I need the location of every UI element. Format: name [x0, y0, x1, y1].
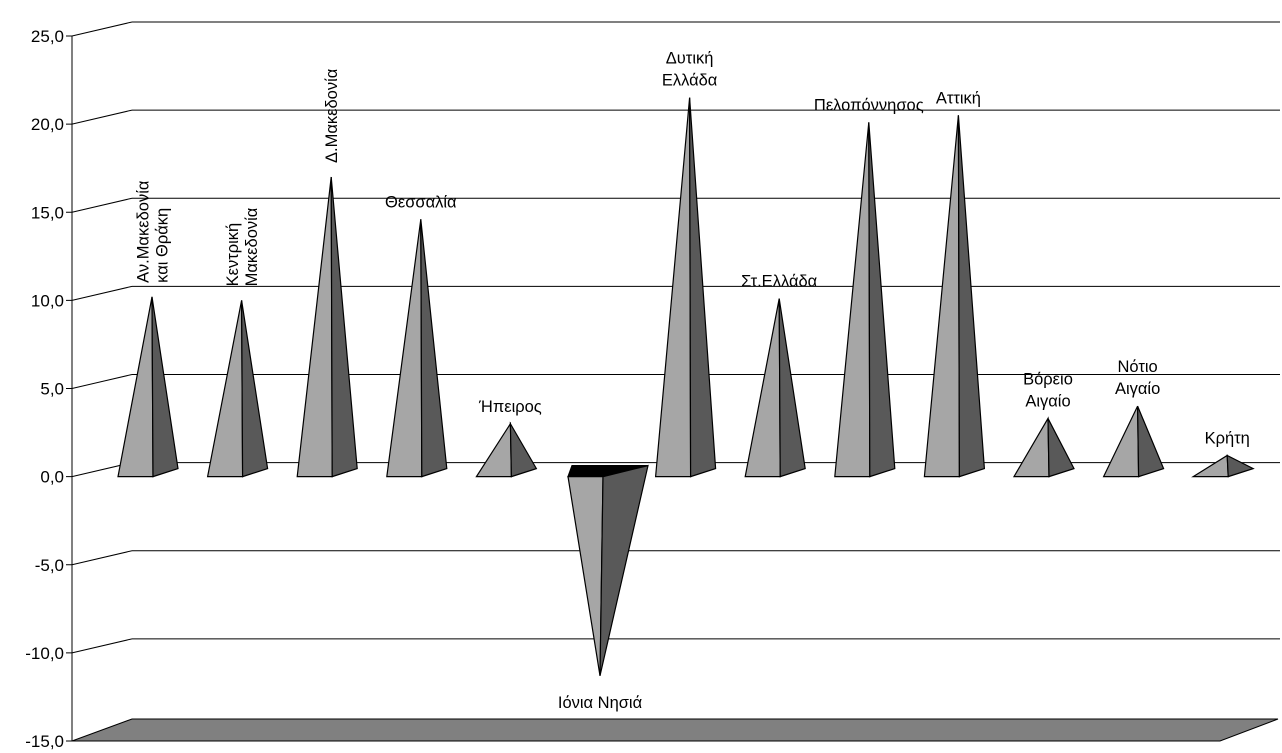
pyramid-bar [834, 122, 896, 478]
bar-front-face [923, 115, 961, 478]
y-tick-label: 25,0 [31, 27, 64, 46]
category-label-line: Αν.Μακεδονία [135, 180, 153, 283]
bar-side-face [1047, 418, 1075, 478]
bar-side-face [1226, 454, 1255, 478]
bar-side-face [778, 298, 806, 478]
category-label: Ήπειρος [478, 398, 542, 416]
category-label-line: Ιόνια Νησιά [558, 694, 643, 712]
gridline-diagonal [71, 197, 133, 213]
category-label-line: Μακεδονία [243, 207, 261, 286]
bar-side-face [420, 219, 448, 478]
bar-side-face [599, 464, 649, 676]
category-label-line: Αιγαίο [1115, 380, 1160, 398]
bar-front-face [117, 296, 154, 478]
category-label: Θεσσαλία [385, 193, 457, 211]
category-label: Δυτική Ελλάδα [662, 50, 718, 90]
y-tick-label: -5,0 [35, 556, 64, 575]
category-label-line: Στ.Ελλάδα [741, 273, 817, 291]
bar-side-face [868, 122, 896, 478]
bar-side-face [151, 296, 179, 478]
category-label-line: Κρήτη [1205, 429, 1250, 447]
bar-front-face [296, 176, 333, 478]
pyramid-bar [386, 219, 448, 478]
category-label: Αττική [936, 89, 981, 107]
category-label-line: Αιγαίο [1025, 392, 1070, 410]
bar-front-face [1191, 454, 1229, 478]
pyramid-bar [475, 421, 538, 478]
bar-front-face [1102, 405, 1140, 478]
bar-side-face [1137, 405, 1165, 478]
gridline-diagonal [71, 21, 133, 37]
pyramid-bar [296, 176, 358, 478]
pyramid-bar [206, 300, 269, 478]
category-label-line: Δ.Μακεδονία [323, 68, 341, 163]
category-label: Νότιο Αιγαίο [1115, 358, 1160, 398]
y-axis: 25,0 20,0 15,0 10,0 5,0 0,0 -5,0 -10,0 -15,0 [25, 27, 73, 751]
gridline-diagonal [71, 374, 133, 389]
bar-front-face [567, 476, 604, 676]
category-label-line: Πελοπόννησος [814, 96, 924, 114]
pyramid-bar [1102, 405, 1165, 478]
y-tick-label: 10,0 [31, 291, 64, 310]
bar-side-face [509, 421, 538, 478]
category-labels: Αν.Μακεδονία και Θράκη Κεντρική Μακεδονία Δ.… [135, 50, 1250, 712]
category-label-line: Ελλάδα [662, 72, 718, 90]
bar-front-face [475, 421, 513, 478]
category-label-line: Κεντρική [224, 223, 242, 287]
y-tick-label: 15,0 [31, 203, 64, 222]
bar-side-face [688, 97, 717, 478]
gridline-diagonal [71, 550, 133, 566]
chart-floor [71, 718, 1279, 742]
bar-front-face [834, 122, 871, 478]
category-label: Κρήτη [1205, 429, 1250, 447]
category-label-line: Βόρειο [1023, 370, 1073, 388]
bar-front-face [206, 300, 244, 478]
category-label: Πελοπόννησος [814, 96, 924, 114]
category-label: Κεντρική Μακεδονία [224, 207, 261, 286]
bars [117, 97, 1255, 676]
category-label: Αν.Μακεδονία και Θράκη [135, 180, 172, 283]
category-label-line: Αττική [936, 89, 981, 107]
bar-side-face [241, 300, 269, 478]
category-label-line: Νότιο [1117, 358, 1157, 376]
floor-plane [71, 718, 1279, 742]
pyramid-bar [654, 97, 717, 478]
gridline-diagonal [71, 638, 133, 654]
y-tick-label: 5,0 [40, 380, 64, 399]
category-label-line: και Θράκη [154, 208, 172, 283]
y-tick-label: -10,0 [25, 644, 64, 663]
y-tick-label: 0,0 [40, 468, 64, 487]
pyramid-bar [117, 296, 179, 478]
y-tick-label: 20,0 [31, 115, 64, 134]
bar-side-face [957, 115, 986, 478]
category-label-line: Δυτική [666, 50, 714, 68]
bar-front-face [654, 97, 692, 478]
category-label: Δ.Μακεδονία [323, 68, 341, 163]
bar-side-face [330, 176, 358, 478]
category-label-line: Ήπειρος [478, 398, 542, 416]
pyramid-bar [744, 298, 806, 478]
pyramid-bar [923, 115, 986, 478]
category-label: Στ.Ελλάδα [741, 273, 817, 291]
pyramid-bar [1191, 454, 1255, 478]
category-label: Ιόνια Νησιά [558, 694, 643, 712]
gridline-diagonal [71, 109, 133, 125]
category-label: Βόρειο Αιγαίο [1023, 370, 1073, 410]
bar-front-face [1012, 416, 1050, 478]
y-tick-label: -15,0 [25, 732, 64, 751]
category-label-line: Θεσσαλία [385, 193, 457, 211]
bar-front-face [744, 298, 781, 478]
gridline-diagonal [71, 285, 133, 301]
bar-front-face [386, 219, 423, 478]
pyramid-bar [567, 456, 652, 676]
pyramid-bar [1012, 416, 1075, 478]
bar-helper [568, 456, 652, 466]
